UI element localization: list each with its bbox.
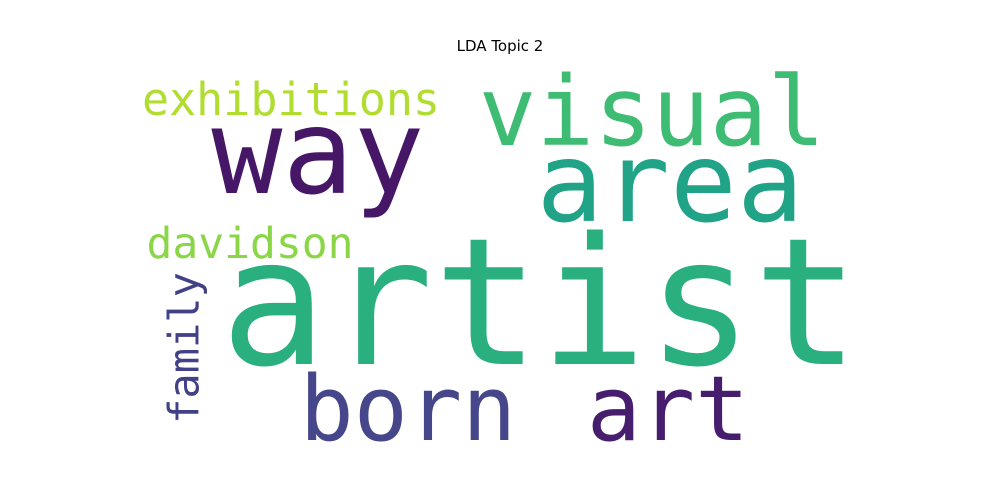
word-davidson: davidson	[146, 219, 353, 269]
word-art: art	[587, 357, 750, 462]
word-born: born	[300, 357, 517, 462]
word-area: area	[536, 119, 803, 248]
word-way: way	[211, 83, 424, 221]
word-artist: artist	[220, 200, 859, 406]
word-family: family	[160, 272, 209, 424]
chart-title: LDA Topic 2	[456, 37, 544, 55]
word-exhibitions: exhibitions	[142, 73, 440, 126]
word-visual: visual	[479, 56, 826, 168]
